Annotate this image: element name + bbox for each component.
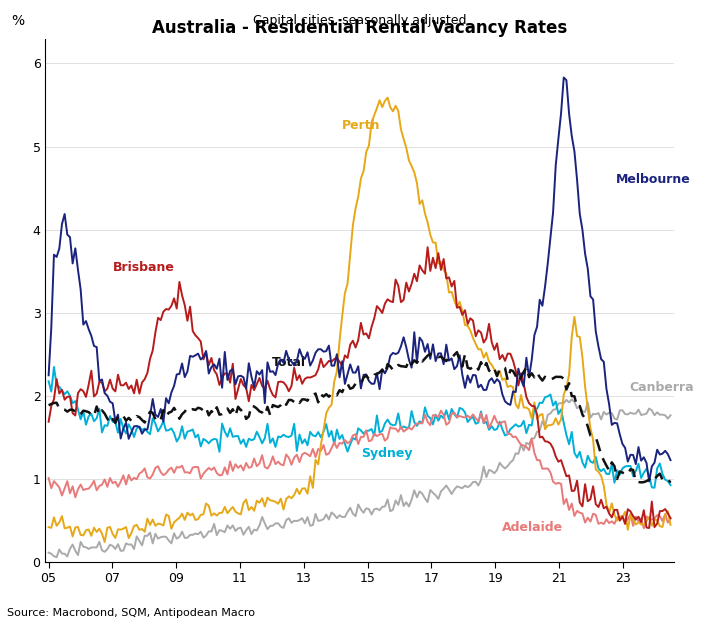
Text: Total: Total bbox=[272, 356, 306, 369]
Text: Source: Macrobond, SQM, Antipodean Macro: Source: Macrobond, SQM, Antipodean Macro bbox=[7, 608, 255, 618]
Text: Capital cities, seasonally adjusted: Capital cities, seasonally adjusted bbox=[253, 14, 466, 27]
Title: Australia - Residential Rental Vacancy Rates: Australia - Residential Rental Vacancy R… bbox=[152, 19, 567, 37]
Text: %: % bbox=[11, 14, 24, 28]
Text: Melbourne: Melbourne bbox=[616, 173, 691, 186]
Text: Canberra: Canberra bbox=[629, 381, 694, 394]
Text: Sydney: Sydney bbox=[361, 448, 413, 461]
Text: Perth: Perth bbox=[342, 119, 381, 132]
Text: Brisbane: Brisbane bbox=[112, 261, 174, 274]
Text: Adelaide: Adelaide bbox=[501, 521, 563, 534]
